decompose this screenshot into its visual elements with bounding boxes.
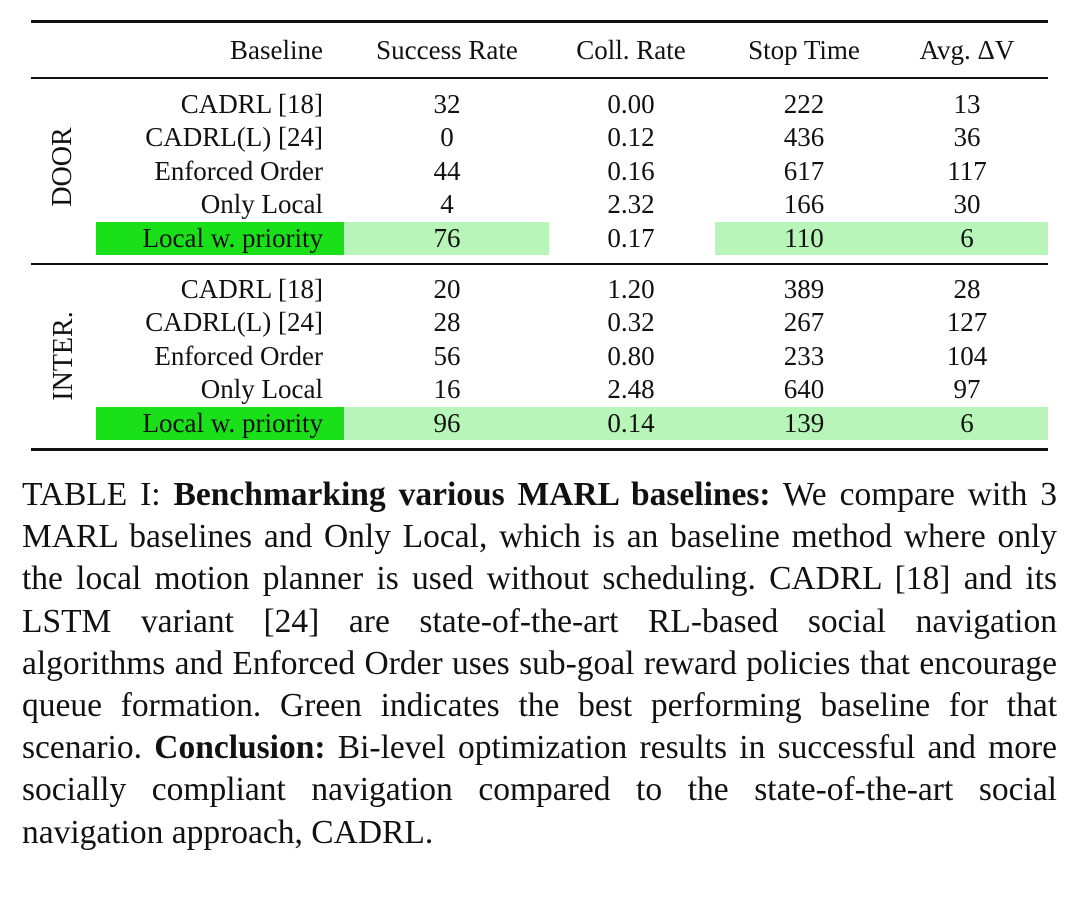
table-row-cell: 32 (433, 89, 461, 119)
table-row-cell: Enforced Order (154, 156, 323, 186)
table-row-cell: 0.32 (607, 307, 655, 337)
table-row-cell: 97 (953, 374, 981, 404)
caption-body: We compare with 3 MARL baselines and Onl… (22, 476, 1057, 767)
table-row-cell: 16 (433, 374, 461, 404)
caption-title: Benchmarking various MARL baselines: (173, 476, 771, 513)
group-label-door: DOOR (47, 127, 78, 207)
table-row-cell: 389 (783, 274, 825, 304)
table-row-cell: 166 (783, 189, 825, 219)
table-row-cell: Local w. priority (142, 223, 323, 253)
table-row-cell: 1.20 (607, 274, 655, 304)
table-row-cell: 640 (783, 374, 825, 404)
table-row-cell: 30 (953, 189, 981, 219)
header-baseline: Baseline (230, 35, 323, 65)
table-row-cell: 96 (433, 408, 461, 438)
table-row-cell: 139 (783, 408, 825, 438)
table-caption: TABLE I: Benchmarking various MARL basel… (22, 474, 1057, 854)
table-row-cell: 127 (946, 307, 988, 337)
table-row-cell: 436 (783, 122, 825, 152)
highlight-best-baseline (96, 407, 344, 440)
table-group-rule (31, 263, 1048, 265)
header-coll-rate: Coll. Rate (576, 35, 686, 65)
table-row-cell: 0.00 (607, 89, 655, 119)
header-avg-dv: Avg. ΔV (919, 35, 1015, 65)
highlight-row-values (344, 407, 1048, 440)
table-row-cell: 2.32 (607, 189, 655, 219)
table-row-cell: 28 (433, 307, 461, 337)
table-row-cell: 2.48 (607, 374, 655, 404)
table-row-cell: 222 (783, 89, 825, 119)
caption-conclusion-text: Bi-level optimization results in success… (22, 729, 1057, 851)
caption-conclusion-label: Conclusion: (154, 729, 326, 767)
table-row-cell: CADRL(L) [24] (145, 307, 323, 337)
table-row-cell: Only Local (200, 374, 323, 404)
highlight-best-baseline (96, 222, 344, 255)
table-row-cell: 20 (433, 274, 461, 304)
table-row-cell: 110 (784, 223, 824, 253)
table-header-rule (31, 77, 1048, 79)
table-row-cell: 617 (783, 156, 825, 186)
table-row-cell: 4 (440, 189, 454, 219)
table-row-cell: 117 (947, 156, 987, 186)
table-row-cell: 44 (433, 156, 461, 186)
caption-label: TABLE I: (22, 476, 174, 513)
table-row-cell: 36 (953, 122, 981, 152)
table-row-cell: 233 (783, 341, 825, 371)
table-row-cell: 0.16 (607, 156, 655, 186)
header-stop-time: Stop Time (748, 35, 860, 65)
table-row-cell: 0.14 (607, 408, 655, 438)
table-row-cell: Only Local (200, 189, 323, 219)
highlight-success-rate (344, 222, 549, 255)
table-row-cell: 267 (783, 307, 825, 337)
table-row-cell: Local w. priority (142, 408, 323, 438)
table-row-cell: 104 (946, 341, 988, 371)
table-row-cell: CADRL [18] (180, 89, 323, 119)
highlight-stop-time-avg-dv (715, 222, 1048, 255)
table-row-cell: CADRL [18] (180, 274, 323, 304)
table-row-cell: 0.17 (607, 223, 655, 253)
group-label-inter: INTER. (48, 311, 79, 401)
header-success-rate: Success Rate (376, 35, 518, 65)
table-row-cell: 0 (440, 122, 454, 152)
table-row-cell: 0.80 (607, 341, 655, 371)
table-row-cell: 6 (960, 223, 974, 253)
table-row-cell: 6 (960, 408, 974, 438)
table-row-cell: 76 (433, 223, 461, 253)
table-bottom-rule (31, 448, 1048, 451)
table-row-cell: Enforced Order (154, 341, 323, 371)
table-row-cell: 56 (433, 341, 461, 371)
table-row-cell: CADRL(L) [24] (145, 122, 323, 152)
table-row-cell: 13 (953, 89, 981, 119)
table-top-rule (31, 20, 1048, 23)
table-row-cell: 28 (953, 274, 981, 304)
table-row-cell: 0.12 (607, 122, 655, 152)
